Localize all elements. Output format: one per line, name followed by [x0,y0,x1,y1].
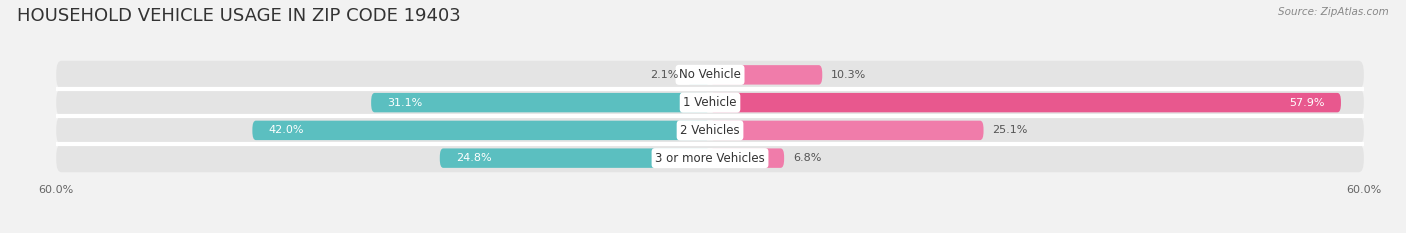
Text: Source: ZipAtlas.com: Source: ZipAtlas.com [1278,7,1389,17]
Text: 3 or more Vehicles: 3 or more Vehicles [655,152,765,165]
FancyBboxPatch shape [710,65,823,85]
FancyBboxPatch shape [440,148,710,168]
FancyBboxPatch shape [710,121,984,140]
FancyBboxPatch shape [710,148,785,168]
Text: 2.1%: 2.1% [650,70,679,80]
FancyBboxPatch shape [56,89,1364,117]
Text: 2 Vehicles: 2 Vehicles [681,124,740,137]
Text: 10.3%: 10.3% [831,70,866,80]
FancyBboxPatch shape [56,61,1364,89]
Text: HOUSEHOLD VEHICLE USAGE IN ZIP CODE 19403: HOUSEHOLD VEHICLE USAGE IN ZIP CODE 1940… [17,7,461,25]
FancyBboxPatch shape [253,121,710,140]
Text: 1 Vehicle: 1 Vehicle [683,96,737,109]
Text: 42.0%: 42.0% [269,125,304,135]
FancyBboxPatch shape [371,93,710,112]
Text: 57.9%: 57.9% [1289,98,1324,108]
Text: 24.8%: 24.8% [456,153,492,163]
FancyBboxPatch shape [56,144,1364,172]
FancyBboxPatch shape [56,116,1364,144]
Text: No Vehicle: No Vehicle [679,68,741,81]
Text: 25.1%: 25.1% [993,125,1028,135]
FancyBboxPatch shape [688,65,710,85]
FancyBboxPatch shape [710,93,1341,112]
Text: 31.1%: 31.1% [388,98,423,108]
Text: 6.8%: 6.8% [793,153,821,163]
